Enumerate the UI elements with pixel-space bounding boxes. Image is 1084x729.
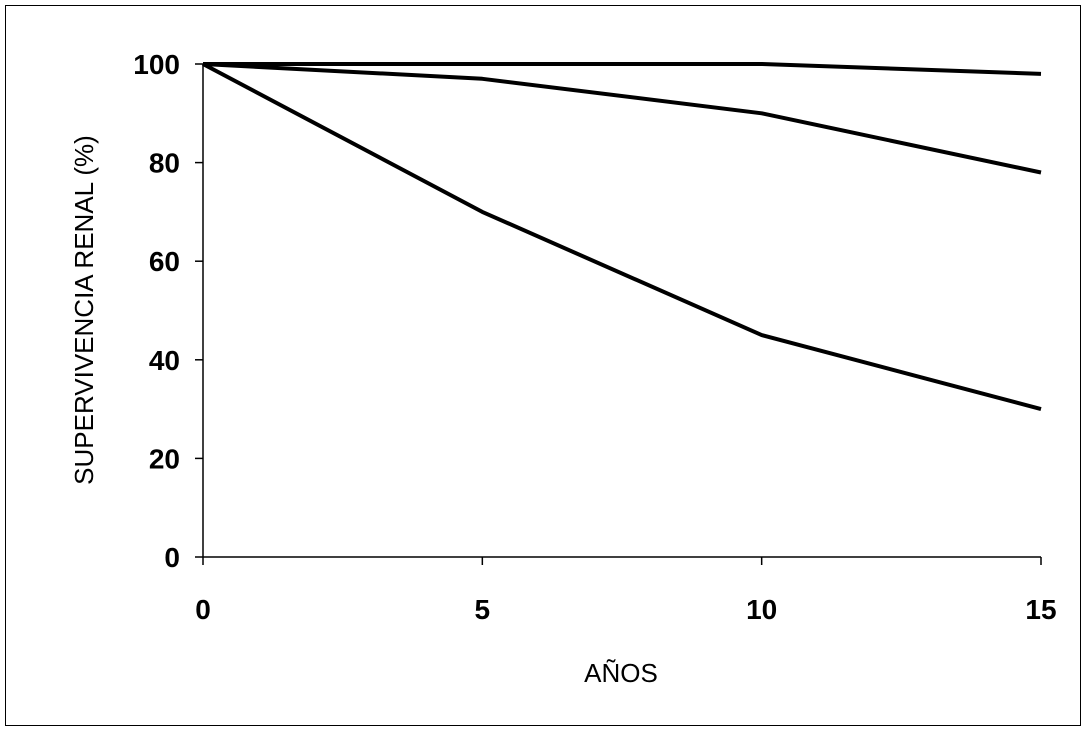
y-tick-label: 60 bbox=[149, 246, 180, 277]
y-tick-label: 40 bbox=[149, 345, 180, 376]
chart-frame bbox=[5, 5, 1081, 726]
axes bbox=[195, 63, 1042, 565]
y-axis-title: SUPERVIVENCIA RENAL (%) bbox=[69, 135, 99, 485]
series-lines bbox=[202, 62, 1042, 412]
tick-labels: 0 20 40 60 80 100 0 5 10 15 bbox=[133, 49, 1056, 625]
series-line-3 bbox=[202, 62, 1042, 412]
series-line-1 bbox=[203, 62, 1042, 76]
y-tick-label: 100 bbox=[133, 49, 180, 80]
y-tick-label: 20 bbox=[149, 443, 180, 474]
y-tick-label: 0 bbox=[164, 542, 180, 573]
x-axis-title: AÑOS bbox=[584, 658, 658, 688]
y-tick-label: 80 bbox=[149, 148, 180, 179]
series-line-2 bbox=[202, 62, 1042, 175]
x-tick-label: 15 bbox=[1025, 594, 1056, 625]
x-tick-label: 10 bbox=[746, 594, 777, 625]
x-tick-label: 0 bbox=[195, 594, 211, 625]
x-tick-label: 5 bbox=[475, 594, 491, 625]
